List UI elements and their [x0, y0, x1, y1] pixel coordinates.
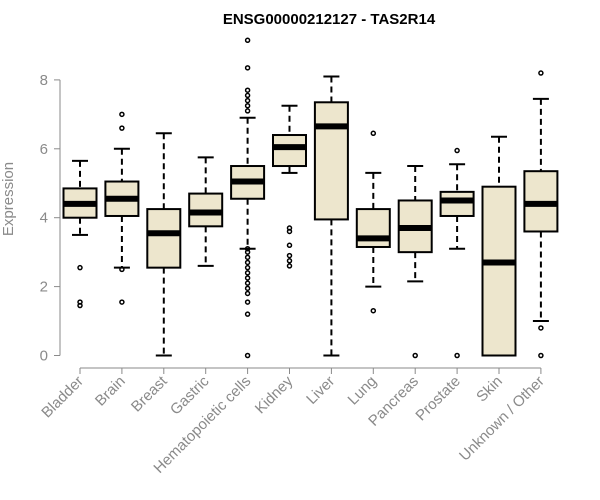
y-axis-label: Expression: [0, 162, 17, 236]
outlier-point: [244, 285, 251, 292]
box-iqr: [439, 190, 475, 217]
outlier-point: [244, 275, 251, 281]
outlier-point: [244, 352, 251, 359]
x-tick-label: Breast: [128, 372, 171, 415]
outlier-point: [538, 352, 544, 359]
box-group: [439, 147, 475, 359]
outlier-point: [119, 266, 125, 273]
box-iqr: [146, 208, 182, 269]
box-iqr: [313, 101, 349, 221]
outlier-point: [286, 263, 293, 269]
y-tick-label: 4: [40, 210, 48, 227]
outlier-point: [454, 147, 460, 154]
outlier-point: [244, 37, 251, 44]
x-tick-label: Brain: [92, 373, 129, 410]
outlier-point: [454, 352, 460, 359]
outlier-point: [244, 299, 251, 305]
y-tick-label: 0: [40, 348, 48, 365]
outlier-point: [244, 249, 251, 255]
box-iqr: [481, 185, 517, 357]
outlier-point: [244, 102, 251, 109]
box-group: [397, 165, 433, 359]
outlier-point: [286, 258, 293, 264]
chart-title: ENSG00000212127 - TAS2R14: [223, 11, 436, 28]
y-tick-label: 2: [40, 279, 48, 296]
outlier-point: [538, 70, 544, 76]
y-axis: 0 2 4 6 8: [40, 72, 61, 365]
box-group: [481, 135, 517, 357]
box-group: [355, 130, 391, 314]
outlier-point: [286, 228, 293, 235]
box-group: [146, 132, 182, 357]
y-tick-label: 6: [40, 141, 48, 158]
box-series: [62, 37, 559, 359]
outlier-point: [244, 259, 251, 266]
x-tick-label: Liver: [303, 373, 338, 408]
outlier-point: [244, 87, 251, 93]
x-tick-label: Lung: [345, 373, 381, 409]
x-tick-label: Skin: [473, 373, 506, 406]
outlier-point: [244, 311, 251, 317]
box-group: [62, 159, 98, 309]
outlier-point: [244, 65, 251, 71]
box-group: [313, 75, 349, 357]
outlier-point: [538, 325, 544, 331]
y-tick-label: 8: [40, 72, 48, 89]
box-iqr: [272, 134, 307, 168]
box-group: [523, 70, 559, 359]
outlier-point: [370, 307, 377, 314]
outlier-point: [119, 299, 125, 305]
outlier-point: [77, 264, 83, 271]
x-tick-label: Kidney: [252, 372, 297, 417]
box-group: [188, 156, 224, 267]
box-group: [230, 37, 266, 359]
x-tick-label: Prostate: [412, 373, 464, 425]
outlier-point: [244, 108, 251, 114]
outlier-point: [244, 254, 251, 261]
outlier-point: [119, 111, 125, 118]
outlier-point: [286, 242, 293, 249]
outlier-point: [286, 252, 293, 259]
outlier-point: [77, 302, 83, 309]
outlier-point: [244, 264, 251, 271]
outlier-point: [370, 130, 377, 137]
outlier-point: [244, 290, 251, 297]
outlier-point: [244, 280, 251, 286]
outlier-point: [244, 97, 251, 104]
outlier-point: [244, 92, 251, 99]
x-tick-label: Bladder: [38, 373, 87, 422]
outlier-point: [119, 125, 125, 131]
outlier-point: [412, 352, 418, 359]
box-group: [272, 104, 307, 269]
outlier-point: [244, 270, 251, 276]
box-group: [104, 111, 140, 305]
